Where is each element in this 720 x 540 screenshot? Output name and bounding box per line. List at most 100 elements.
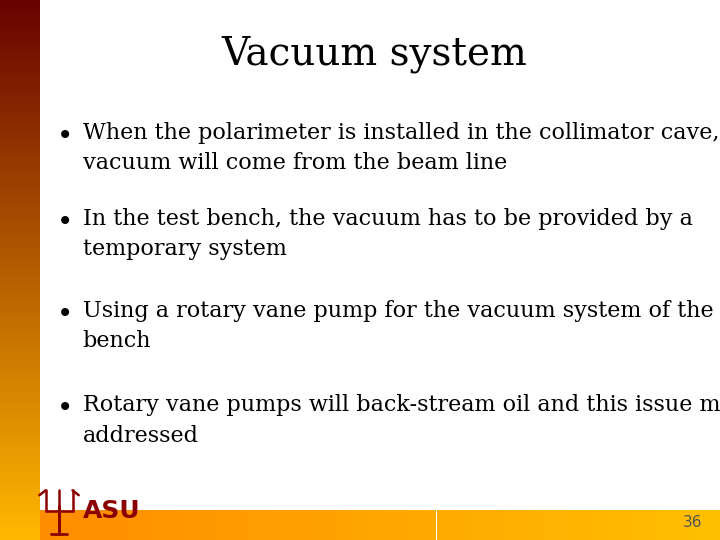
Bar: [641, 510, 647, 540]
Bar: [420, 510, 425, 540]
Bar: [0, 364, 40, 369]
Bar: [0, 441, 40, 445]
Bar: [300, 510, 306, 540]
Bar: [289, 510, 294, 540]
Bar: [0, 301, 40, 306]
Bar: [266, 510, 272, 540]
Bar: [0, 243, 40, 247]
Bar: [0, 117, 40, 122]
Text: ASU: ASU: [83, 500, 140, 523]
Bar: [578, 510, 584, 540]
Bar: [606, 510, 612, 540]
Bar: [148, 510, 153, 540]
Bar: [0, 374, 40, 378]
Bar: [0, 504, 40, 509]
Bar: [550, 510, 556, 540]
Bar: [0, 220, 40, 225]
Bar: [0, 40, 40, 45]
Text: When the polarimeter is installed in the collimator cave, the
vacuum will come f: When the polarimeter is installed in the…: [83, 122, 720, 174]
Bar: [647, 510, 652, 540]
Bar: [0, 351, 40, 355]
Bar: [0, 77, 40, 81]
Bar: [0, 90, 40, 94]
Bar: [346, 510, 351, 540]
Bar: [102, 510, 108, 540]
Bar: [465, 510, 471, 540]
Bar: [199, 510, 204, 540]
Bar: [0, 14, 40, 18]
Bar: [351, 510, 357, 540]
Text: •: •: [57, 208, 73, 236]
Bar: [448, 510, 454, 540]
Bar: [0, 436, 40, 441]
Bar: [261, 510, 266, 540]
Bar: [0, 212, 40, 216]
Bar: [158, 510, 164, 540]
Bar: [0, 135, 40, 139]
Bar: [142, 510, 148, 540]
Bar: [0, 428, 40, 432]
Bar: [544, 510, 550, 540]
Bar: [0, 455, 40, 459]
Bar: [0, 517, 40, 522]
Bar: [0, 347, 40, 351]
Bar: [0, 477, 40, 482]
Bar: [385, 510, 391, 540]
Bar: [68, 510, 73, 540]
Bar: [0, 423, 40, 428]
Bar: [431, 510, 436, 540]
Bar: [0, 297, 40, 301]
Bar: [533, 510, 539, 540]
Bar: [170, 510, 176, 540]
Bar: [233, 510, 238, 540]
Bar: [0, 468, 40, 472]
Bar: [0, 216, 40, 220]
Bar: [572, 510, 578, 540]
Bar: [436, 510, 442, 540]
Bar: [539, 510, 544, 540]
Bar: [193, 510, 199, 540]
Bar: [0, 0, 40, 4]
Bar: [0, 405, 40, 409]
Bar: [0, 18, 40, 23]
Bar: [0, 122, 40, 126]
Bar: [505, 510, 510, 540]
Bar: [402, 510, 408, 540]
Bar: [442, 510, 448, 540]
Bar: [0, 536, 40, 540]
Bar: [0, 234, 40, 239]
Bar: [243, 510, 249, 540]
Bar: [0, 104, 40, 108]
Text: In the test bench, the vacuum has to be provided by a
temporary system: In the test bench, the vacuum has to be …: [83, 208, 693, 260]
Bar: [0, 409, 40, 414]
Bar: [0, 139, 40, 144]
Bar: [0, 360, 40, 364]
Bar: [272, 510, 278, 540]
Bar: [0, 490, 40, 495]
Bar: [96, 510, 102, 540]
Bar: [294, 510, 300, 540]
Bar: [369, 510, 374, 540]
Bar: [0, 310, 40, 315]
Bar: [595, 510, 601, 540]
Bar: [459, 510, 465, 540]
Bar: [0, 176, 40, 180]
Bar: [408, 510, 414, 540]
Bar: [380, 510, 385, 540]
Bar: [584, 510, 590, 540]
Bar: [0, 239, 40, 243]
Bar: [227, 510, 233, 540]
Bar: [153, 510, 158, 540]
Bar: [0, 526, 40, 531]
Bar: [0, 450, 40, 455]
Bar: [0, 342, 40, 347]
Bar: [0, 126, 40, 131]
Bar: [0, 396, 40, 401]
Bar: [0, 166, 40, 171]
Text: 36: 36: [683, 515, 702, 530]
Bar: [119, 510, 125, 540]
Bar: [0, 338, 40, 342]
Bar: [0, 9, 40, 14]
Bar: [0, 230, 40, 234]
Bar: [130, 510, 136, 540]
